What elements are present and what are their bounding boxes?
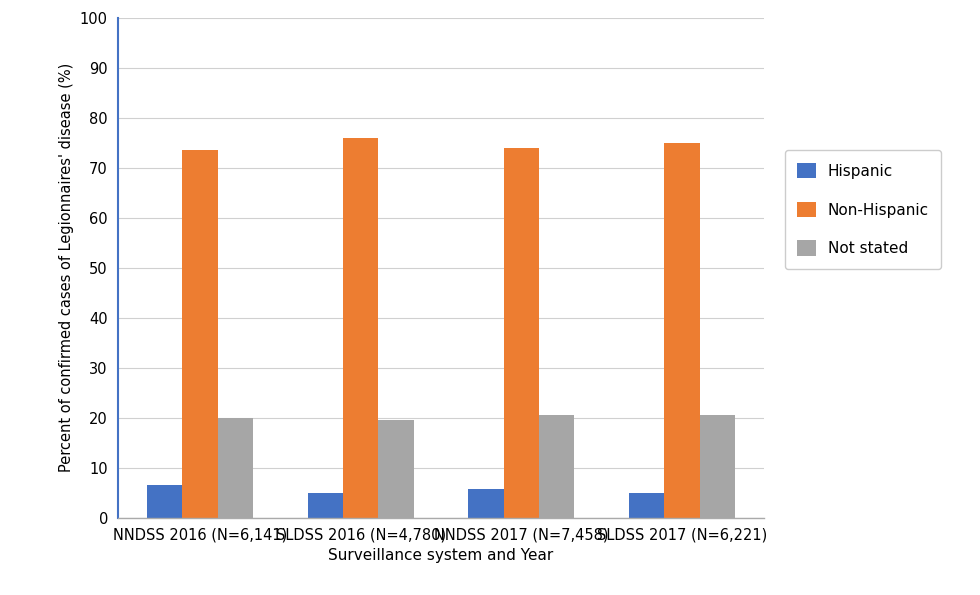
Bar <box>468 489 504 518</box>
Y-axis label: Percent of confirmed cases of Legionnaires' disease (%): Percent of confirmed cases of Legionnair… <box>60 63 74 472</box>
Bar <box>700 415 735 518</box>
Bar <box>378 420 414 518</box>
Bar <box>147 485 182 518</box>
Bar <box>504 148 539 518</box>
Bar <box>218 418 253 518</box>
Bar <box>343 138 378 518</box>
Bar <box>539 415 574 518</box>
Bar <box>308 493 343 518</box>
Bar <box>182 151 218 518</box>
Bar <box>664 143 700 518</box>
Legend: Hispanic, Non-Hispanic, Not stated: Hispanic, Non-Hispanic, Not stated <box>785 151 941 269</box>
Bar <box>629 493 664 518</box>
X-axis label: Surveillance system and Year: Surveillance system and Year <box>328 548 554 563</box>
